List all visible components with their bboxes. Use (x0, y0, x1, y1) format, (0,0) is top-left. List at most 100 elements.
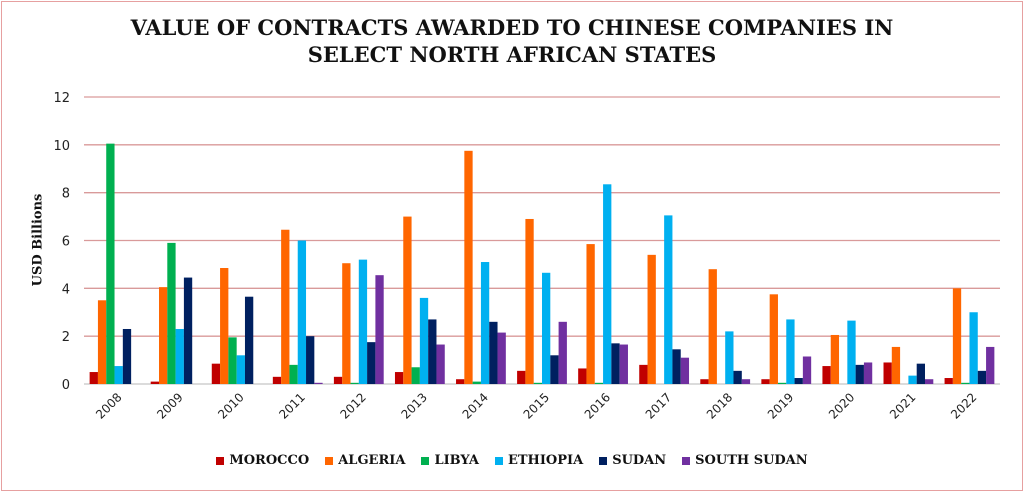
legend-item: LIBYA (421, 453, 479, 468)
bar-algeria-2010 (220, 268, 229, 384)
bar-morocco-2021 (883, 362, 892, 384)
bar-libya-2010 (228, 337, 237, 384)
bar-libya-2016 (594, 382, 604, 384)
bar-libya-2014 (472, 381, 481, 384)
bar-sudan-2013 (428, 319, 437, 384)
legend-swatch (682, 456, 691, 465)
bar-ethiopia-2009 (175, 328, 184, 384)
y-tick-label: 12 (53, 91, 70, 106)
bar-ethiopia-2010 (236, 355, 245, 384)
legend-swatch (599, 456, 608, 465)
bar-south-sudan-2020 (863, 362, 873, 384)
bar-south-sudan-2014 (497, 332, 506, 384)
bar-algeria-2020 (830, 334, 840, 384)
bar-ethiopia-2017 (664, 215, 673, 384)
bar-algeria-2022 (952, 288, 962, 384)
x-tick-label: 2013 (398, 390, 429, 421)
bar-ethiopia-2022 (969, 312, 978, 384)
x-tick-label: 2021 (887, 390, 918, 421)
bar-ethiopia-2021 (908, 375, 917, 384)
bar-ethiopia-2018 (725, 331, 734, 384)
legend-label: MOROCCO (229, 453, 310, 468)
x-tick-label: 2020 (826, 390, 857, 421)
bar-sudan-2017 (672, 349, 681, 384)
bar-libya-2011 (289, 364, 298, 384)
bar-south-sudan-2012 (375, 275, 384, 384)
bar-south-sudan-2022 (986, 346, 995, 384)
bar-algeria-2018 (708, 269, 717, 384)
bar-morocco-2020 (822, 366, 831, 384)
bar-ethiopia-2020 (847, 320, 856, 384)
bar-libya-2015 (533, 382, 542, 384)
x-tick-label: 2018 (704, 390, 735, 421)
bar-sudan-2016 (611, 343, 620, 384)
bar-libya-2012 (350, 382, 359, 384)
legend-label: ETHIOPIA (507, 453, 584, 468)
bar-libya-2013 (411, 367, 420, 384)
bar-algeria-2011 (281, 229, 290, 384)
bar-libya-2009 (167, 242, 176, 384)
bar-ethiopia-2014 (480, 262, 490, 384)
legend-swatch (216, 456, 225, 465)
legend: MOROCCO ALGERIA LIBYA ETHIOPIA SUDAN SOUTH SU… (0, 453, 1024, 468)
y-tick-label: 4 (62, 282, 70, 297)
bar-ethiopia-2019 (786, 319, 795, 384)
bar-sudan-2014 (489, 321, 498, 384)
y-tick-label: 10 (53, 139, 70, 154)
x-tick-label: 2011 (276, 390, 307, 421)
bar-morocco-2015 (517, 370, 526, 384)
x-tick-label: 2019 (765, 390, 796, 421)
bar-sudan-2012 (367, 342, 376, 384)
bar-algeria-2017 (647, 254, 656, 384)
bar-libya-2008 (106, 143, 115, 384)
bar-sudan-2018 (733, 370, 742, 384)
bar-morocco-2019 (761, 379, 770, 384)
bar-south-sudan-2016 (619, 344, 628, 384)
x-tick-label: 2016 (582, 390, 613, 421)
bar-morocco-2008 (89, 372, 98, 384)
bar-algeria-2016 (586, 244, 595, 384)
legend-label: SUDAN (612, 453, 667, 468)
bar-morocco-2014 (456, 379, 465, 384)
bar-sudan-2015 (550, 355, 559, 384)
bar-algeria-2014 (464, 150, 473, 384)
bar-libya-2022 (961, 382, 970, 384)
bar-south-sudan-2021 (925, 379, 934, 384)
bar-south-sudan-2019 (802, 356, 812, 384)
bar-ethiopia-2012 (358, 259, 368, 384)
legend-label: ALGERIA (338, 453, 406, 468)
legend-item: MOROCCO (216, 453, 309, 468)
bar-ethiopia-2013 (419, 297, 429, 384)
bar-morocco-2018 (700, 379, 709, 384)
legend-item: ALGERIA (325, 453, 405, 468)
bar-algeria-2008 (97, 300, 107, 384)
bar-morocco-2012 (333, 376, 343, 384)
bar-ethiopia-2015 (542, 272, 551, 384)
y-tick-label: 6 (62, 235, 70, 250)
x-tick-label: 2022 (948, 390, 979, 421)
bar-sudan-2021 (916, 363, 925, 384)
bar-sudan-2020 (855, 364, 864, 384)
chart-title-line-1: VALUE OF CONTRACTS AWARDED TO CHINESE CO… (130, 15, 894, 40)
bar-south-sudan-2018 (741, 379, 751, 384)
bar-sudan-2010 (244, 296, 254, 384)
bar-algeria-2013 (403, 216, 412, 384)
legend-label: LIBYA (434, 453, 479, 468)
y-tick-label: 2 (62, 330, 70, 345)
bar-morocco-2022 (944, 378, 953, 384)
bar-morocco-2013 (394, 372, 404, 384)
bar-south-sudan-2013 (436, 344, 445, 384)
bar-south-sudan-2011 (314, 382, 323, 384)
bar-algeria-2012 (342, 263, 351, 384)
legend-swatch (421, 456, 430, 465)
bar-morocco-2010 (211, 363, 221, 384)
bar-ethiopia-2008 (114, 366, 123, 384)
y-tick-label: 8 (62, 187, 70, 202)
x-tick-label: 2017 (643, 390, 674, 421)
bar-sudan-2011 (306, 336, 315, 384)
bar-algeria-2009 (159, 287, 168, 384)
legend-item: SOUTH SUDAN (682, 453, 808, 468)
legend-swatch (325, 456, 334, 465)
bar-sudan-2019 (794, 378, 803, 384)
